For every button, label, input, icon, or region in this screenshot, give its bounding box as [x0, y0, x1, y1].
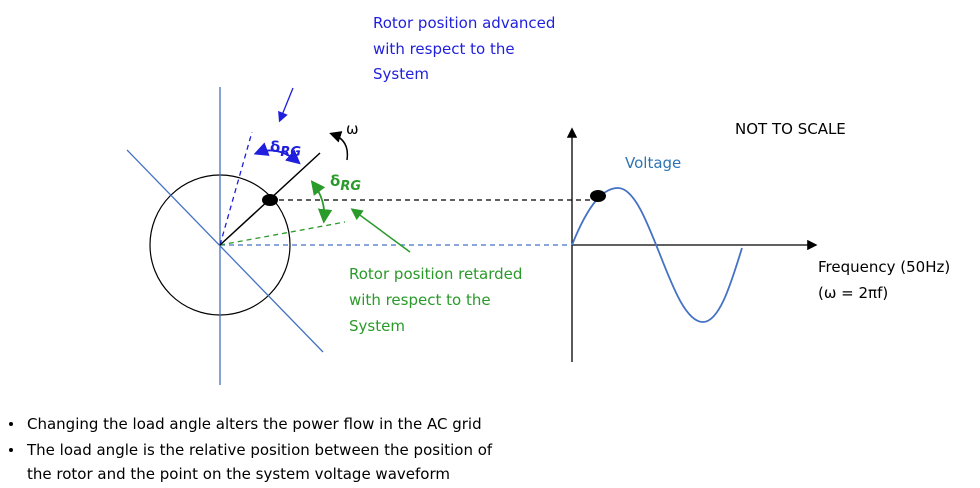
delta-blue: δRG [270, 138, 301, 160]
bullet-text: The load angle is the relative position … [26, 441, 497, 483]
bullets: Changing the load angle alters the power… [9, 415, 497, 483]
retarded-label: Rotor position retarded with respect to … [349, 265, 527, 335]
waveform [566, 127, 818, 362]
bullet-text: Changing the load angle alters the power… [27, 415, 482, 433]
phasor-drawing [126, 87, 598, 385]
advanced-label: Rotor position advanced with respect to … [373, 14, 560, 83]
x-axis-label: Frequency (50Hz) (ω = 2πf) [818, 258, 955, 302]
note: NOT TO SCALE [735, 120, 846, 138]
omega-label: ω [346, 120, 359, 138]
delta-green: δRG [330, 172, 361, 194]
wave-label: Voltage [625, 154, 681, 172]
